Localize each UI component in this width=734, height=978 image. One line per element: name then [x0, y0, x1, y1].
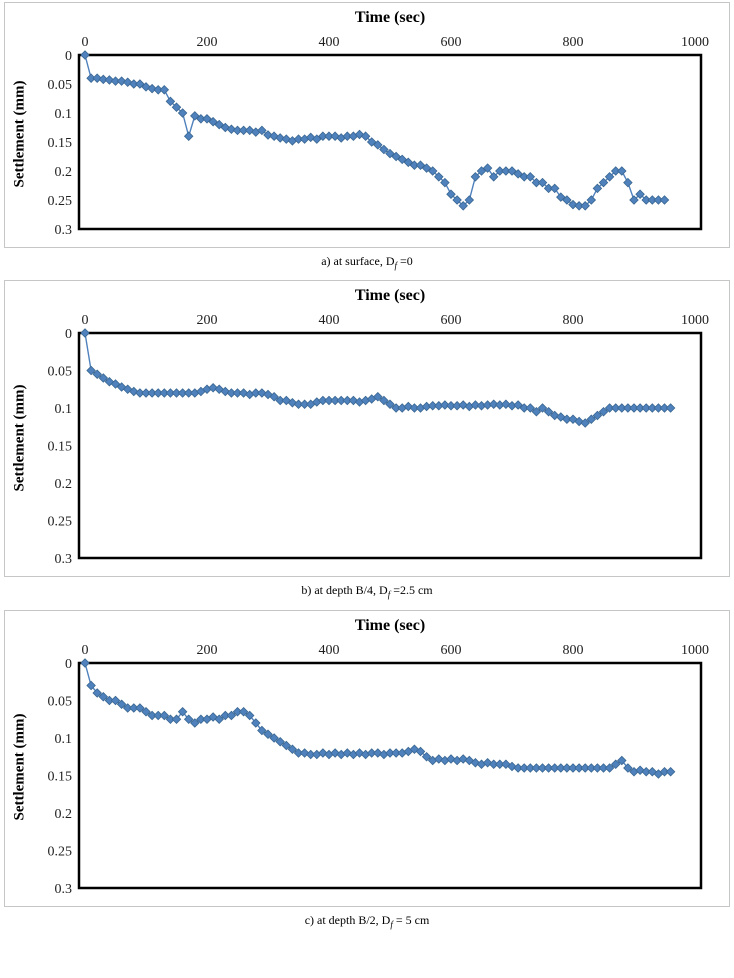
chart-panel-b: Time (sec) Settlement (mm) 0 200 400 600 800… [4, 280, 730, 600]
chart-b-title: Time (sec) [354, 287, 426, 305]
svg-text:0.2: 0.2 [55, 477, 73, 492]
svg-text:0: 0 [65, 327, 72, 342]
svg-text:1000: 1000 [681, 313, 709, 328]
chart-a-ylabel-wrap: Settlement (mm) [7, 29, 33, 239]
svg-text:0.2: 0.2 [55, 807, 73, 822]
chart-c-title: Time (sec) [354, 616, 426, 634]
svg-text:0: 0 [82, 35, 89, 50]
chart-a-caption: a) at surface, Df =0 [4, 254, 730, 270]
caption-a-subscript: f [394, 260, 398, 271]
svg-text:0.1: 0.1 [55, 107, 73, 122]
svg-text:600: 600 [441, 313, 462, 328]
chart-c-y-axis-label: Settlement (mm) [11, 713, 28, 821]
svg-text:0.05: 0.05 [48, 365, 73, 380]
svg-text:0.25: 0.25 [48, 194, 73, 209]
caption-a-prefix: a) at surface, D [321, 254, 395, 268]
svg-text:400: 400 [319, 643, 340, 658]
svg-text:1000: 1000 [681, 35, 709, 50]
chart-c-caption: c) at depth B/2, Df = 5 cm [4, 913, 730, 929]
chart-a-plot-area: 0 200 400 600 800 1000 0 0.05 0.1 0.15 0.2 0.25 0.3 [48, 35, 710, 238]
svg-text:0.05: 0.05 [48, 694, 73, 709]
svg-text:200: 200 [197, 643, 218, 658]
svg-text:0: 0 [65, 657, 72, 672]
caption-a-suffix: =0 [397, 254, 413, 268]
page: Time (sec) Settlement (mm) 0 200 400 600 800… [4, 2, 730, 930]
svg-text:0.1: 0.1 [55, 732, 73, 747]
chart-a-body: Settlement (mm) 0 200 400 600 800 1000 0 0.05 0.… [7, 29, 727, 239]
svg-text:0.15: 0.15 [48, 440, 73, 455]
chart-c-plot-area: 0 200 400 600 800 1000 0 0.05 0.1 0.15 0.2 0.25 0.3 [48, 643, 710, 897]
chart-c-frame: Time (sec) Settlement (mm) 0 200 400 600 800… [4, 609, 730, 907]
chart-a-frame: Time (sec) Settlement (mm) 0 200 400 600 800… [4, 2, 730, 248]
chart-c-body: Settlement (mm) 0 200 400 600 800 1000 0 0.05 0.… [7, 637, 727, 898]
chart-c-ylabel-wrap: Settlement (mm) [7, 637, 33, 898]
chart-b-ylabel-wrap: Settlement (mm) [7, 307, 33, 568]
chart-b-plot-area: 0 200 400 600 800 1000 0 0.05 0.1 0.15 0.2 0.25 0.3 [48, 313, 710, 567]
svg-text:200: 200 [197, 313, 218, 328]
chart-panel-a: Time (sec) Settlement (mm) 0 200 400 600 800… [4, 2, 730, 270]
caption-c-suffix: = 5 cm [392, 912, 430, 927]
svg-text:0.05: 0.05 [48, 78, 73, 93]
svg-text:0.15: 0.15 [48, 769, 73, 784]
chart-a-title: Time (sec) [354, 9, 426, 26]
svg-text:600: 600 [441, 643, 462, 658]
svg-text:0.25: 0.25 [48, 515, 73, 530]
chart-a-y-axis-label: Settlement (mm) [11, 80, 28, 188]
svg-text:400: 400 [319, 35, 340, 50]
caption-c-prefix: c) at depth B/2, D [304, 912, 391, 927]
svg-text:1000: 1000 [681, 643, 709, 658]
svg-text:400: 400 [319, 313, 340, 328]
chart-b-body: Settlement (mm) 0 200 400 600 800 1000 0 0.05 0.… [7, 307, 727, 568]
chart-b-caption: b) at depth B/4, Df =2.5 cm [4, 583, 730, 599]
svg-text:0.3: 0.3 [55, 552, 73, 567]
svg-text:0: 0 [65, 49, 72, 64]
chart-panel-c: Time (sec) Settlement (mm) 0 200 400 600 800… [4, 609, 730, 929]
chart-b-y-axis-label: Settlement (mm) [11, 384, 28, 492]
svg-text:0: 0 [82, 643, 89, 658]
svg-text:800: 800 [563, 643, 584, 658]
svg-text:0.3: 0.3 [55, 882, 73, 897]
caption-b-suffix: =2.5 cm [390, 583, 433, 598]
svg-text:800: 800 [563, 313, 584, 328]
svg-text:600: 600 [441, 35, 462, 50]
svg-text:0.1: 0.1 [55, 402, 73, 417]
svg-text:800: 800 [563, 35, 584, 50]
svg-text:200: 200 [197, 35, 218, 50]
svg-text:0.3: 0.3 [55, 223, 73, 238]
svg-text:0.2: 0.2 [55, 165, 73, 180]
caption-b-prefix: b) at depth B/4, D [301, 583, 388, 598]
svg-text:0: 0 [82, 313, 89, 328]
svg-text:0.25: 0.25 [48, 844, 73, 859]
caption-b-subscript: f [387, 589, 391, 600]
chart-b-frame: Time (sec) Settlement (mm) 0 200 400 600 800… [4, 280, 730, 578]
caption-c-subscript: f [390, 919, 393, 930]
svg-text:0.15: 0.15 [48, 136, 73, 151]
